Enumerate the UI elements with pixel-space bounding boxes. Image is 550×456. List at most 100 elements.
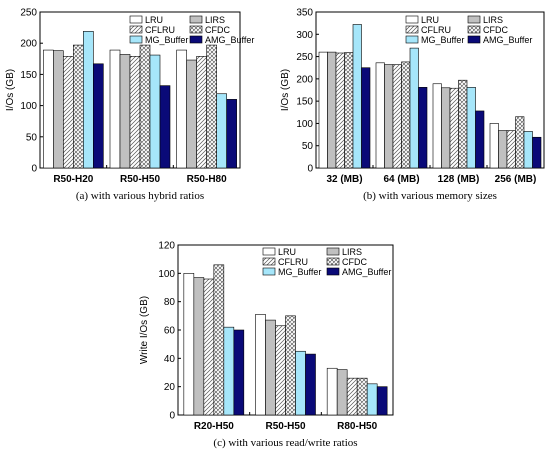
legend-swatch [129,15,143,24]
bar-cfdc [213,264,225,416]
bar-lru [375,62,385,169]
x-category-label: R50-H50 [120,174,160,185]
y-axis-label: I/Os (GB) [5,69,16,111]
bar-cfdc [344,52,354,169]
legend-swatch [467,15,481,24]
bar-mg-buffer [149,54,161,169]
bar-cfdc [458,79,468,169]
legend-swatch [262,267,276,276]
bar-lru [255,314,266,416]
bar-cfdc [285,315,296,416]
bar-lru [176,49,187,169]
legend-label: CFLRU [421,25,451,35]
bar-lru [489,123,499,169]
chart-c: 0 20 40 60 80 100 120 Write I/Os (GB) R20-H50 R50… [139,241,394,449]
y-axis-label: I/Os (GB) [280,69,291,111]
bar-cflru [196,56,207,169]
legend-label: MG_Buffer [278,267,321,277]
bar-mg-buffer [83,31,94,169]
x-category-label: 32 (MB) [326,174,362,185]
x-category-label: 64 (MB) [383,174,419,185]
bar-amg-buffer [418,87,428,169]
legend-swatch [326,247,340,256]
bar-lirs [336,369,348,416]
bar-lru [432,83,442,169]
caption: (c) with various read/write ratios [213,437,357,449]
legend-label: MG_Buffer [421,35,464,45]
bar-amg-buffer [233,329,245,416]
bar-cflru [335,52,345,169]
legend: LRU LIRS CFLRU CFDC MG_Buffer AMG_Buffer [129,15,254,45]
bar-cflru [203,278,215,416]
bar-lru [183,273,195,416]
legend-swatch [405,25,419,34]
bar-mg-buffer [409,47,419,169]
bar-amg-buffer [93,63,104,169]
bar-lirs [441,87,451,169]
bar-cflru [392,64,402,169]
bar-mg-buffer [366,383,378,416]
legend-label: LRU [145,15,163,25]
bar-cflru [449,87,459,169]
legend-label: CFDC [483,25,508,35]
y-tick-label: 120 [158,241,175,252]
y-tick-label: 60 [164,326,176,337]
legend-swatch [326,267,340,276]
bar-cflru [129,56,141,169]
legend-label: LRU [278,247,296,257]
x-category-label: 128 (MB) [438,174,480,185]
legend-label: CFLRU [145,25,175,35]
legend-swatch [326,257,340,266]
bar-amg-buffer [159,85,171,169]
legend-swatch [262,257,276,266]
bar-lirs [119,54,131,169]
y-tick-label: 100 [158,269,175,280]
bar-cfdc [401,61,411,169]
bar-cfdc [73,44,84,169]
bar-mg-buffer [466,87,476,169]
chart-b: 0 50 100 150 200 250 300 350 I/Os (GB) 32 (MB) 64 … [280,8,545,202]
bar-lirs [53,50,64,169]
y-tick-label: 40 [164,354,176,365]
bar-mg-buffer [223,326,235,416]
y-tick-label: 300 [296,30,313,41]
y-tick-label: 0 [169,411,175,422]
y-tick-label: 100 [20,101,37,112]
bar-mg-buffer [295,350,306,416]
legend-label: AMG_Buffer [205,35,254,45]
bar-cflru [275,325,286,416]
legend-swatch [262,247,276,256]
legend-swatch [129,35,143,44]
legend-swatch [467,25,481,34]
legend-label: MG_Buffer [145,35,188,45]
bar-amg-buffer [226,99,237,169]
y-tick-label: 200 [20,39,37,50]
legend-swatch [467,35,481,44]
bar-amg-buffer [305,353,316,416]
caption: (a) with various hybrid ratios [76,190,204,202]
y-tick-label: 50 [302,141,314,152]
legend-swatch [129,25,143,34]
bar-mg-buffer [216,93,227,169]
bar-lirs [384,64,394,169]
y-tick-label: 250 [20,8,37,19]
legend-swatch [189,35,203,44]
bar-lru [318,51,328,169]
x-category-label: R50-H20 [53,174,93,185]
legend: LRU LIRS CFLRU CFDC MG_Buffer AMG_Buffer [262,247,391,277]
legend-swatch [405,35,419,44]
legend-swatch [405,15,419,24]
bar-mg-buffer [352,24,362,169]
x-category-label: R20-H50 [194,421,234,432]
legend-label: AMG_Buffer [483,35,532,45]
x-category-label: R50-H80 [187,174,227,185]
y-tick-label: 0 [307,164,313,175]
bar-cfdc [206,44,217,169]
bar-amg-buffer [475,110,485,169]
legend-label: LIRS [205,15,225,25]
legend-swatch [189,25,203,34]
bar-cflru [506,130,516,169]
caption: (b) with various memory sizes [363,190,497,202]
y-tick-label: 250 [296,52,313,63]
